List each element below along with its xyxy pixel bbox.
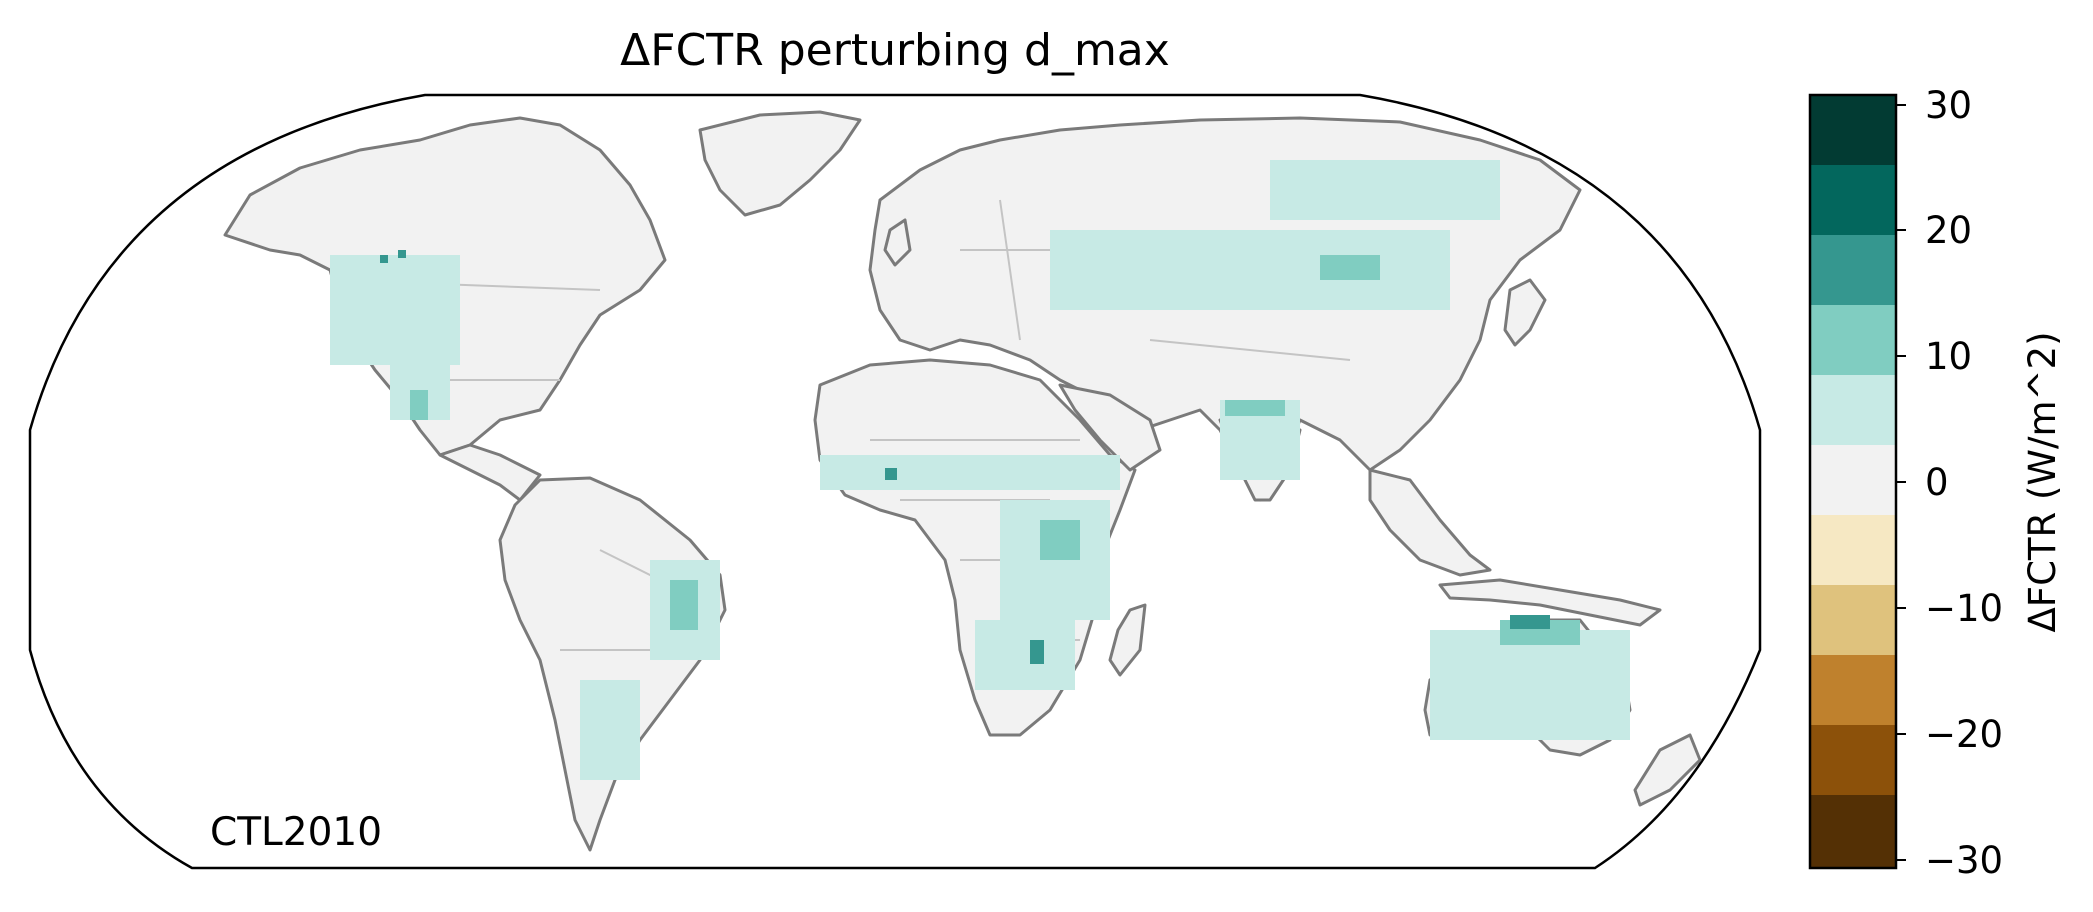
colorbar-bin-1 — [1810, 95, 1896, 165]
cell-great-lakes-dark — [380, 255, 388, 263]
colorbar-bin-11 — [1810, 795, 1896, 868]
colorbar-bin-2 — [1810, 165, 1896, 235]
cell-rockies-dark — [398, 250, 406, 258]
japan — [1503, 278, 1547, 347]
cell-australia-dark — [1510, 615, 1550, 629]
cell-argentina — [580, 680, 640, 780]
new-zealand — [1633, 733, 1702, 807]
colorbar-label: ΔFCTR (W/m^2) — [2021, 331, 2064, 632]
colorbar-tick-label: 30 — [1925, 84, 1972, 127]
madagascar — [1108, 603, 1147, 677]
colorbar: 30 20 10 0 −10 −20 −30 ΔFCTR (W/m^2) — [1808, 84, 2064, 882]
cell-east-africa-med — [1040, 520, 1080, 560]
cell-brazil-med — [670, 580, 698, 630]
cell-sahel-dark — [885, 468, 897, 480]
colorbar-bin-7 — [1810, 515, 1896, 585]
colorbar-tick-label: −20 — [1925, 713, 2003, 756]
cell-mexico-med — [410, 390, 428, 420]
colorbar-bin-4 — [1810, 305, 1896, 375]
greenland — [698, 110, 862, 217]
cell-southern-africa — [975, 620, 1075, 690]
uk — [883, 218, 912, 267]
arabia — [1058, 383, 1162, 472]
colorbar-tick-label: 0 — [1925, 461, 1949, 504]
cell-australia — [1430, 630, 1630, 740]
cell-zambia-dark — [1030, 640, 1044, 664]
colorbar-bin-9 — [1810, 655, 1896, 725]
indonesia — [1438, 578, 1662, 627]
map-title: ΔFCTR perturbing d_max — [620, 25, 1170, 76]
cell-mongolia-med — [1320, 255, 1380, 280]
cell-central-asia — [1050, 230, 1450, 310]
colorbar-ticks: 30 20 10 0 −10 −20 −30 — [1896, 84, 2003, 882]
southeast-asia — [1368, 468, 1492, 577]
data-cells — [330, 160, 1630, 780]
cell-western-us — [330, 255, 460, 365]
annotation-label: CTL2010 — [210, 810, 382, 855]
map-area[interactable]: CTL2010 — [28, 93, 1762, 870]
colorbar-tick-label: −30 — [1925, 839, 2003, 882]
colorbar-bin-10 — [1810, 725, 1896, 795]
colorbar-bin-8 — [1810, 585, 1896, 655]
colorbar-bin-3 — [1810, 235, 1896, 305]
cell-india-med — [1225, 400, 1285, 416]
colorbar-tick-label: 20 — [1925, 209, 1972, 252]
cell-siberia — [1270, 160, 1500, 220]
colorbar-bin-5 — [1810, 375, 1896, 445]
central-america — [438, 443, 542, 502]
colorbar-tick-label: 10 — [1925, 335, 1972, 378]
cell-sahel — [820, 455, 1120, 490]
colorbar-bin-6 — [1810, 445, 1896, 515]
colorbar-tick-label: −10 — [1925, 587, 2003, 630]
